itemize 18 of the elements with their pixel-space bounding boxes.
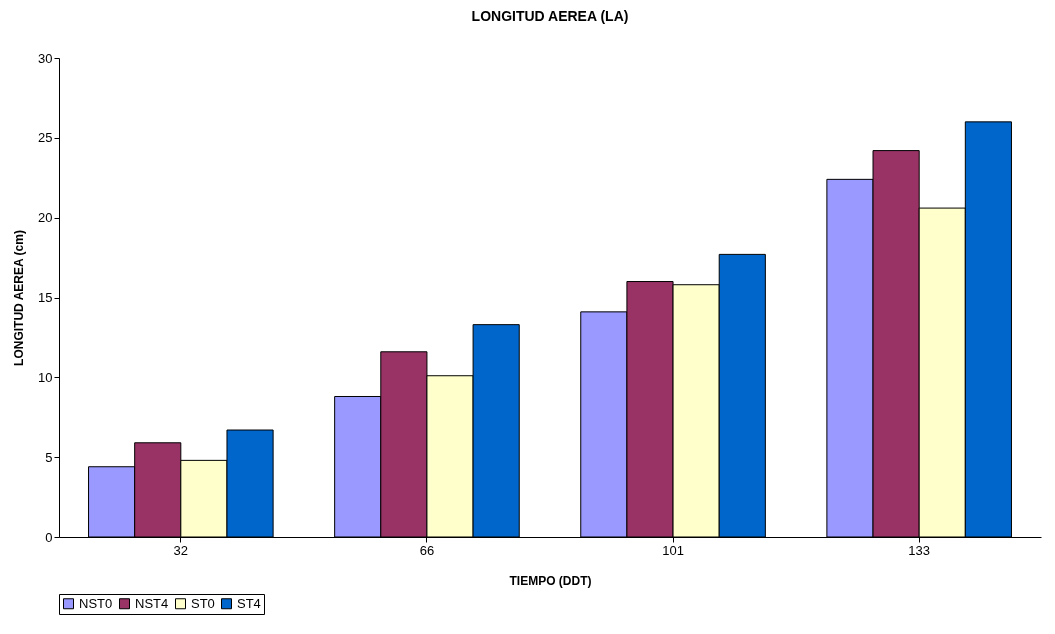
y-tick-label: 0 xyxy=(45,529,53,545)
legend-label: NST4 xyxy=(135,595,169,611)
y-tick-label: 20 xyxy=(38,210,53,226)
chart-title: LONGITUD AEREA (LA) xyxy=(471,8,629,24)
x-tick-label: 133 xyxy=(908,542,931,558)
x-tick-label: 101 xyxy=(662,542,684,558)
y-tick-label: 30 xyxy=(38,50,53,66)
x-tick-label: 32 xyxy=(173,542,189,558)
x-tick-label: 66 xyxy=(419,542,435,558)
y-tick-label: 10 xyxy=(38,369,53,385)
legend-label: ST4 xyxy=(237,595,261,611)
y-axis-title: LONGITUD AEREA (cm) xyxy=(12,230,27,366)
legend-label: ST0 xyxy=(191,595,215,611)
x-axis-title: TIEMPO (DDT) xyxy=(509,573,592,588)
y-tick-label: 15 xyxy=(38,290,53,305)
y-tick-label: 5 xyxy=(45,449,53,465)
legend-label: NST0 xyxy=(79,595,113,611)
y-tick-label: 25 xyxy=(38,130,53,146)
